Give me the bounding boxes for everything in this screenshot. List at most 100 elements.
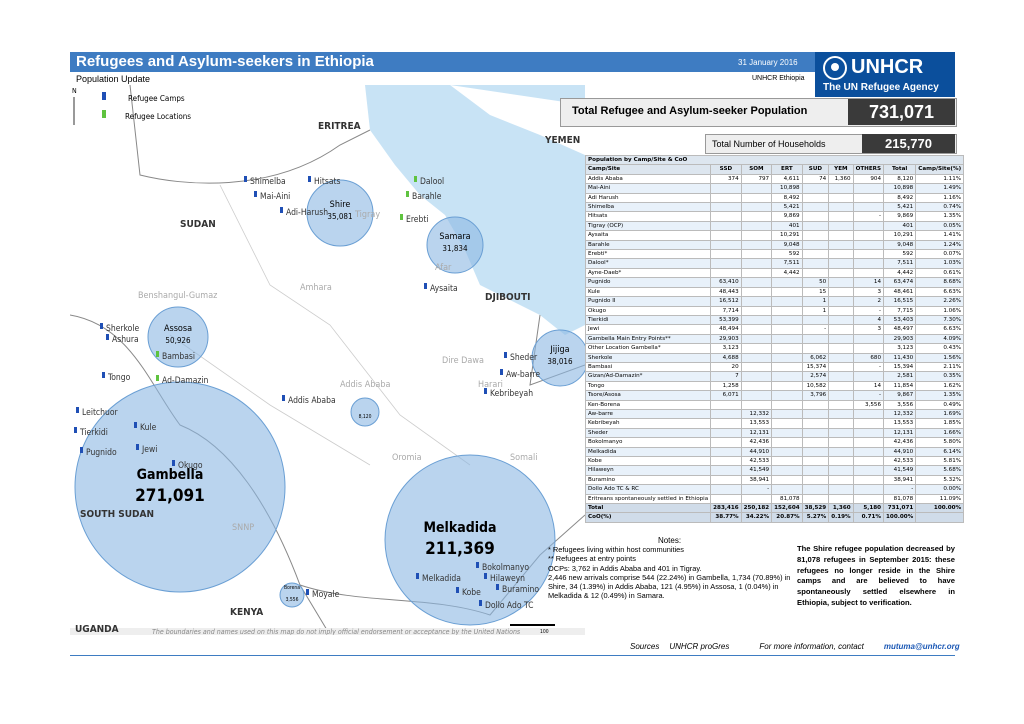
table-cell bbox=[828, 418, 854, 429]
table-cell: 48,443 bbox=[710, 286, 742, 298]
table-cell: 12,131 bbox=[740, 427, 773, 439]
office: UNHCR Ethiopia bbox=[752, 75, 805, 82]
table-cell: - bbox=[852, 305, 885, 316]
table-cell: 1.35% bbox=[915, 390, 965, 401]
table-cell: 9,869 bbox=[771, 211, 803, 222]
table-cell: 15,374 bbox=[801, 361, 830, 373]
table-cell: Tigray (OCP) bbox=[584, 220, 712, 232]
legend-locations: Refugee Locations bbox=[125, 112, 191, 121]
table-cell: 1,360 bbox=[828, 173, 854, 185]
place-label: Leitchuor bbox=[82, 408, 119, 418]
table-cell bbox=[771, 474, 803, 486]
camp-marker bbox=[416, 573, 419, 579]
table-cell bbox=[801, 314, 830, 326]
table-cell bbox=[740, 267, 773, 279]
table-cell bbox=[828, 484, 854, 495]
table-row: Tigray (OCP) 401 401 0.05% bbox=[584, 220, 965, 232]
scale-label: 100 bbox=[540, 629, 549, 635]
table-row: Dalool* 7,511 7,511 1.03% bbox=[584, 258, 965, 269]
table-cell bbox=[801, 465, 830, 476]
table-cell bbox=[801, 183, 830, 194]
camp-marker bbox=[102, 372, 105, 378]
table-cell bbox=[828, 437, 854, 448]
table-cell: 1.66% bbox=[915, 427, 965, 439]
table-cell: 152,604 bbox=[771, 503, 803, 514]
population-circle bbox=[531, 329, 585, 387]
table-cell: 1.24% bbox=[915, 239, 965, 251]
table-cell: Tsore/Asosa bbox=[584, 390, 712, 401]
table-cell bbox=[771, 305, 803, 316]
title: Refugees and Asylum-seekers in Ethiopia bbox=[76, 53, 374, 70]
table-cell: 3,123 bbox=[710, 343, 742, 354]
table-cell: 4,442 bbox=[771, 267, 803, 279]
place-label: Barahle bbox=[412, 192, 442, 202]
table-cell: 1.35% bbox=[915, 211, 965, 222]
camp-marker bbox=[504, 352, 507, 358]
table-cell: 10,291 bbox=[883, 230, 917, 241]
table-row: Tongo 1,258 10,582 14 11,854 1.62% bbox=[584, 380, 965, 392]
table-cell bbox=[852, 183, 885, 194]
table-cell: 592 bbox=[883, 249, 917, 260]
table-cell bbox=[740, 220, 773, 232]
population-circle bbox=[350, 397, 380, 427]
place-label: Addis Ababa bbox=[288, 396, 336, 406]
column-header: SSD bbox=[710, 164, 742, 175]
table-cell: 1.11% bbox=[915, 173, 965, 185]
table-cell: 3 bbox=[852, 286, 885, 298]
table-row: Hilaweyn 41,549 41,549 5.68% bbox=[584, 465, 965, 476]
table-cell bbox=[801, 446, 830, 458]
region-label: Addis Ababa bbox=[340, 380, 390, 390]
table-row: Pugnido II 16,512 1 2 16,515 2.26% bbox=[584, 296, 965, 307]
place-label: Bambasi bbox=[162, 352, 195, 362]
table-cell bbox=[828, 296, 854, 307]
table-cell bbox=[771, 371, 803, 382]
disclaimer-bg bbox=[70, 628, 585, 635]
tagline: The UN Refugee Agency bbox=[823, 82, 939, 93]
table-cell bbox=[771, 437, 803, 448]
circle-value: 50,926 bbox=[165, 336, 191, 345]
circle-name: Jijiga bbox=[549, 345, 569, 355]
table-cell: 3 bbox=[852, 324, 885, 335]
table-title-row: Population by Camp/Site & CoO bbox=[584, 154, 965, 166]
table-cell bbox=[801, 202, 830, 213]
population-circle bbox=[147, 306, 209, 368]
table-cell bbox=[828, 324, 854, 335]
table-cell bbox=[852, 418, 885, 429]
table-cell bbox=[801, 267, 830, 279]
table-cell bbox=[710, 418, 742, 429]
table-cell: 29,903 bbox=[883, 333, 917, 345]
table-row: Sheder 12,131 12,131 1.66% bbox=[584, 427, 965, 439]
table-cell bbox=[828, 371, 854, 382]
country-label: KENYA bbox=[230, 607, 263, 618]
email[interactable]: mutuma@unhcr.org bbox=[883, 642, 960, 651]
place-label: Tongo bbox=[107, 373, 131, 383]
location-marker bbox=[424, 283, 427, 289]
table-cell: 53,399 bbox=[710, 314, 742, 326]
place-label: Hitsats bbox=[314, 177, 341, 187]
table-cell bbox=[771, 427, 803, 439]
region-label: Dire Dawa bbox=[442, 356, 484, 366]
column-header: Camp/Site(%) bbox=[915, 164, 965, 175]
table-cell: 10,898 bbox=[883, 183, 917, 194]
notes-title: Notes: bbox=[657, 536, 682, 545]
table-cell: Erebti* bbox=[584, 249, 712, 260]
camp-marker bbox=[74, 427, 77, 433]
place-label: Melkadida bbox=[422, 574, 461, 584]
table-cell: 38.77% bbox=[710, 512, 742, 523]
table-cell bbox=[852, 437, 885, 448]
table-row: Jewi 48,494 - 3 48,497 6.63% bbox=[584, 324, 965, 335]
table-cell bbox=[771, 390, 803, 401]
table-cell: Aysaita bbox=[584, 230, 712, 241]
table-cell bbox=[801, 474, 830, 486]
table-row: Aw-barre 12,332 12,332 1.69% bbox=[584, 408, 965, 420]
table-cell bbox=[828, 220, 854, 232]
region-label: Afar bbox=[435, 263, 452, 273]
table-cell: 63,410 bbox=[710, 277, 742, 288]
place-label: Sheder bbox=[510, 353, 538, 363]
table-cell: 0.07% bbox=[915, 249, 965, 260]
table-cell: 1.41% bbox=[915, 230, 965, 241]
table-cell bbox=[771, 380, 803, 392]
table-cell bbox=[801, 258, 830, 269]
region-label: SNNP bbox=[232, 523, 254, 533]
table-cell: 7,715 bbox=[883, 305, 917, 316]
